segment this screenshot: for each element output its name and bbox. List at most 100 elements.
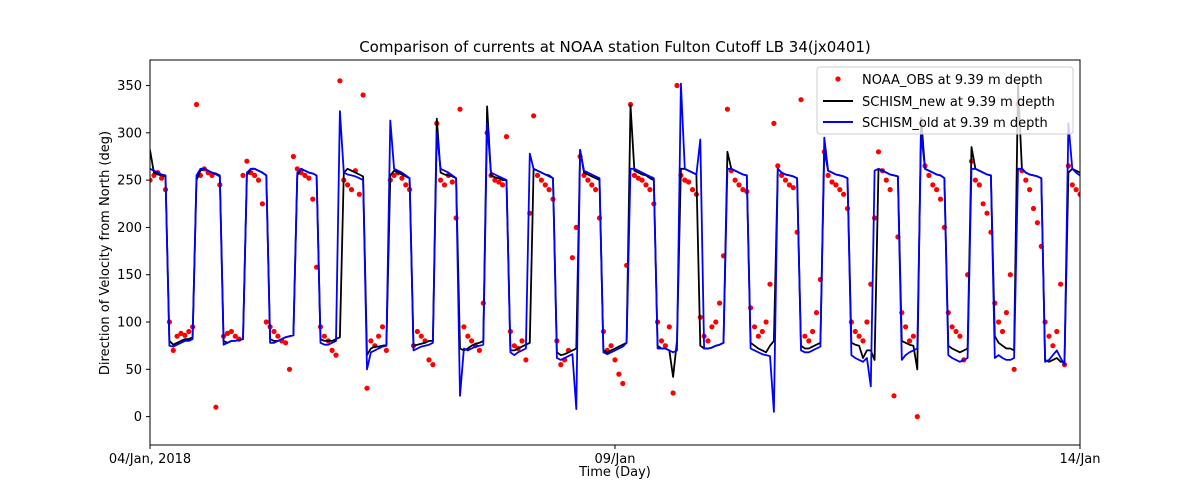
obs-point xyxy=(1030,205,1037,212)
obs-point xyxy=(503,134,510,140)
obs-point xyxy=(193,101,200,108)
x-tick-label: 09/Jan xyxy=(595,452,636,467)
obs-point xyxy=(860,338,866,344)
obs-point xyxy=(290,153,296,160)
x-tick-label: 04/Jan, 2018 xyxy=(109,452,191,467)
obs-point xyxy=(469,338,475,344)
obs-point xyxy=(1073,187,1079,193)
obs-point xyxy=(806,338,812,344)
obs-point xyxy=(360,92,366,98)
y-axis-label: Direction of Velocity from North (deg) xyxy=(98,131,113,375)
y-tick-label: 150 xyxy=(117,268,142,283)
obs-point xyxy=(980,201,986,207)
obs-point xyxy=(833,182,839,188)
obs-point xyxy=(1050,343,1056,349)
y-axis: 0 50 100 150 200 250 300 350 xyxy=(117,79,150,425)
obs-point xyxy=(910,333,917,339)
obs-point xyxy=(670,390,676,396)
obs-point xyxy=(883,177,889,183)
obs-point xyxy=(244,158,250,164)
obs-point xyxy=(150,177,153,183)
obs-point xyxy=(763,319,769,325)
obs-point xyxy=(182,332,188,338)
obs-point xyxy=(174,333,180,339)
obs-point xyxy=(930,182,936,188)
obs-point xyxy=(476,347,482,353)
obs-point xyxy=(759,328,765,335)
obs-point xyxy=(337,78,343,84)
y-tick-label: 0 xyxy=(134,410,142,425)
obs-point xyxy=(441,182,448,188)
obs-point xyxy=(926,172,932,178)
obs-point xyxy=(643,182,649,188)
obs-point xyxy=(1034,220,1040,226)
obs-point xyxy=(810,328,816,335)
obs-point xyxy=(972,177,979,183)
obs-point xyxy=(500,182,506,188)
obs-point xyxy=(283,340,289,346)
obs-point xyxy=(782,177,789,183)
obs-point xyxy=(674,82,680,89)
obs-point xyxy=(558,362,564,368)
obs-point xyxy=(368,338,374,344)
obs-point xyxy=(228,328,234,335)
obs-point xyxy=(953,328,959,335)
obs-point xyxy=(403,182,409,188)
obs-point xyxy=(569,255,576,261)
obs-point xyxy=(1011,366,1017,372)
y-tick-label: 300 xyxy=(117,126,142,141)
obs-point xyxy=(616,371,622,377)
obs-point xyxy=(418,333,424,339)
obs-point xyxy=(856,333,862,339)
obs-point xyxy=(531,113,537,119)
x-tick-label: 14/Jan xyxy=(1060,452,1101,467)
obs-point xyxy=(523,357,529,363)
obs-point xyxy=(461,324,467,330)
obs-point xyxy=(732,177,738,183)
obs-point xyxy=(996,319,1002,325)
obs-point xyxy=(379,324,386,330)
x-axis: 04/Jan, 2018 09/Jan 14/Jan xyxy=(109,445,1101,467)
obs-point xyxy=(937,196,944,202)
obs-point xyxy=(275,333,281,339)
obs-point xyxy=(302,172,308,178)
obs-point xyxy=(426,357,432,363)
obs-point xyxy=(666,324,672,330)
obs-point xyxy=(232,333,238,339)
obs-point xyxy=(511,343,517,349)
obs-point xyxy=(802,333,808,339)
obs-point xyxy=(639,177,645,183)
obs-point xyxy=(852,328,858,335)
obs-point xyxy=(364,385,370,391)
obs-point xyxy=(496,179,502,185)
obs-point xyxy=(976,182,982,188)
obs-point xyxy=(771,120,777,126)
obs-point xyxy=(875,149,882,155)
obs-point xyxy=(903,324,909,330)
obs-point xyxy=(589,182,595,188)
obs-point xyxy=(240,172,246,178)
obs-point xyxy=(546,187,552,193)
obs-point xyxy=(662,343,669,349)
x-axis-label: Time (Day) xyxy=(578,465,651,480)
obs-point xyxy=(376,333,382,339)
obs-point xyxy=(356,191,362,197)
obs-point xyxy=(345,182,351,188)
obs-point xyxy=(949,324,955,330)
obs-point xyxy=(647,187,653,193)
obs-point xyxy=(1046,333,1052,339)
chart-title: Comparison of currents at NOAA station F… xyxy=(359,38,871,56)
obs-point xyxy=(608,343,614,349)
obs-point xyxy=(383,347,389,353)
obs-point xyxy=(620,380,626,387)
y-tick-label: 250 xyxy=(117,174,142,189)
obs-point xyxy=(686,179,692,185)
obs-point xyxy=(786,182,793,188)
obs-point xyxy=(724,106,731,112)
legend-old-label: SCHISM_old at 9.39 m depth xyxy=(862,116,1048,131)
obs-point xyxy=(864,319,870,325)
schism-old-line xyxy=(150,82,1080,413)
obs-point xyxy=(841,191,847,197)
obs-point xyxy=(213,404,219,410)
